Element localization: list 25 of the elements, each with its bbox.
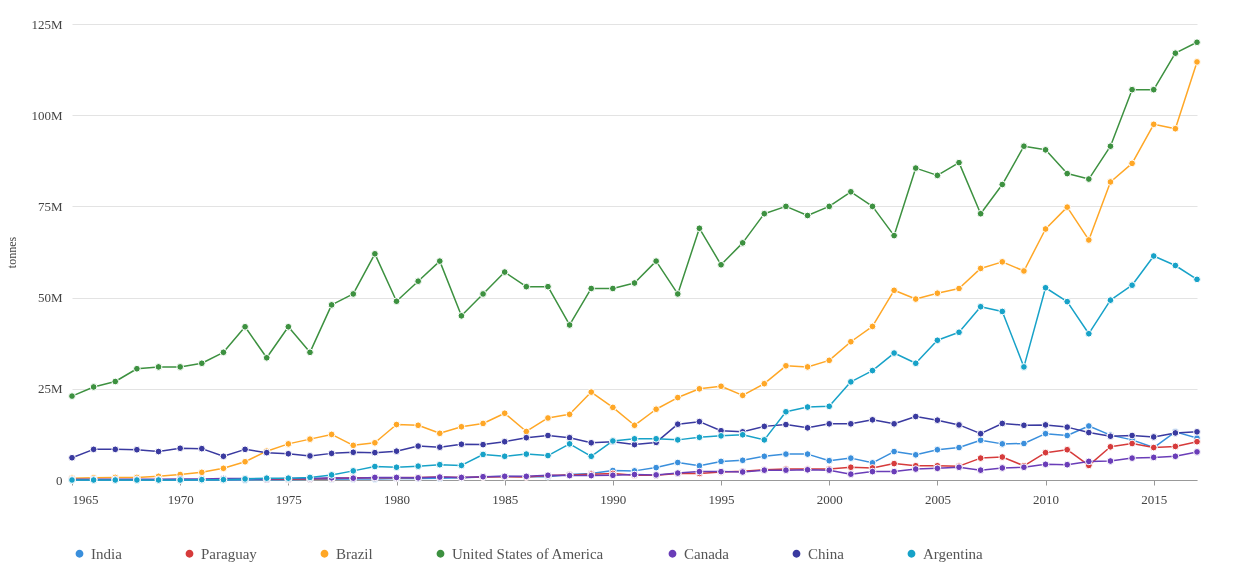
y-axis-title: tonnes bbox=[5, 236, 20, 269]
x-tick-label: 2010 bbox=[1033, 491, 1060, 507]
y-tick-label: 25M bbox=[37, 381, 63, 397]
y-tick-label: 75M bbox=[37, 198, 63, 214]
legend-label: Brazil bbox=[336, 545, 373, 562]
x-tick-label: 1980 bbox=[384, 491, 411, 507]
y-tick-label: 125M bbox=[31, 16, 63, 32]
x-tick-label: 1985 bbox=[492, 491, 519, 507]
legend-label: Paraguay bbox=[201, 545, 258, 562]
y-tick-label: 0 bbox=[56, 472, 63, 488]
x-tick-label: 1970 bbox=[167, 491, 194, 507]
y-tick-label: 100M bbox=[31, 107, 63, 123]
x-tick-label: 1990 bbox=[600, 491, 627, 507]
x-tick-label: 1995 bbox=[708, 491, 735, 507]
x-tick-label: 2015 bbox=[1141, 491, 1168, 507]
legend-label: Canada bbox=[684, 545, 730, 562]
x-tick-label: 1965 bbox=[72, 491, 99, 507]
legend-label: Argentina bbox=[923, 545, 984, 562]
legend-label: China bbox=[808, 545, 845, 562]
legend-label: United States of America bbox=[452, 545, 604, 562]
legend-label: India bbox=[91, 545, 123, 562]
y-tick-label: 50M bbox=[37, 290, 63, 306]
x-tick-label: 2005 bbox=[924, 491, 951, 507]
x-tick-label: 1975 bbox=[275, 491, 302, 507]
x-tick-label: 2000 bbox=[816, 491, 843, 507]
